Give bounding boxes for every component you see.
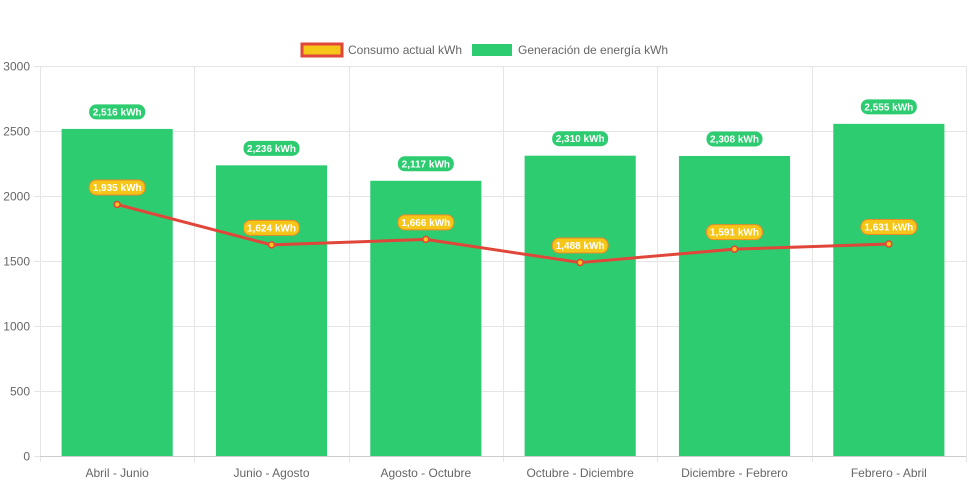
line-value-label: 1,591 kWh: [710, 228, 759, 239]
line-value-label: 1,624 kWh: [247, 223, 296, 234]
line-value-label: 1,631 kWh: [864, 222, 913, 233]
line-value-label: 1,935 kWh: [93, 183, 142, 194]
line-value-label-bg: [860, 218, 918, 235]
x-tick-label: Diciembre - Febrero: [681, 466, 788, 480]
bar-value-label-bg: [397, 156, 454, 172]
bar-generacion: [215, 165, 328, 456]
x-tick-label: Octubre - Diciembre: [526, 466, 634, 480]
y-tick-label: 3000: [3, 60, 30, 74]
line-value-label-bg: [551, 237, 609, 254]
bar-value-label-bg: [860, 99, 917, 115]
y-tick-label: 2500: [3, 125, 30, 139]
point-consumo: [885, 240, 893, 248]
bar-value-label: 2,516 kWh: [93, 107, 142, 118]
legend-swatch-consumo: [300, 42, 344, 58]
x-tick-label: Abril - Junio: [85, 466, 149, 480]
line-value-label: 1,488 kWh: [556, 241, 605, 252]
point-consumo: [422, 235, 430, 244]
line-value-label-bg: [706, 224, 763, 241]
line-value-label-bg: [397, 214, 455, 231]
line-value-label: 1,666 kWh: [401, 218, 450, 229]
x-tick-label: Febrero - Abril: [851, 466, 927, 480]
y-tick-label: 2000: [3, 190, 30, 204]
bar-series: [61, 123, 945, 457]
point-consumo: [730, 245, 739, 253]
bar-value-label: 2,117 kWh: [402, 159, 450, 170]
y-tick-label: 0: [23, 450, 30, 464]
axes: 0 500 1000 1500 2000 2500 3000 Abril - Junio Jun…: [3, 60, 966, 480]
legend-label-consumo: Consumo actual kWh: [348, 43, 462, 57]
bar-value-label-bg: [243, 140, 300, 156]
data-labels: 2,516 kWh 2,236 kWh 2,117 kWh 2,310 kWh 2,30…: [88, 99, 918, 254]
bar-generacion: [833, 123, 945, 456]
point-consumo: [267, 241, 276, 249]
line-series: [113, 200, 893, 267]
point-consumo: [113, 200, 121, 209]
legend-swatch-generacion: [472, 44, 512, 56]
y-tick-label: 1000: [3, 320, 30, 334]
bar-generacion: [524, 155, 636, 456]
bar-value-label: 2,236 kWh: [247, 144, 296, 155]
x-tick-label: Agosto - Octubre: [380, 466, 471, 480]
grid-lines: [34, 66, 967, 462]
bar-value-label-bg: [552, 131, 609, 147]
bar-generacion: [678, 155, 791, 456]
bar-value-label: 2,555 kWh: [864, 102, 913, 113]
x-tick-label: Junio - Agosto: [233, 466, 309, 480]
line-value-label-bg: [243, 219, 300, 236]
bar-value-label-bg: [706, 131, 763, 147]
bar-value-label: 2,308 kWh: [710, 134, 759, 145]
bar-value-label-bg: [89, 104, 146, 120]
line-value-label-bg: [88, 179, 146, 196]
bar-generacion: [61, 128, 173, 457]
legend-label-generacion: Generación de energía kWh: [518, 43, 668, 57]
y-tick-label: 500: [10, 385, 30, 399]
bar-value-label: 2,310 kWh: [556, 134, 605, 145]
legend: Consumo actual kWh Generación de energía …: [300, 42, 668, 58]
y-tick-label: 1500: [3, 255, 30, 269]
line-consumo: [116, 202, 889, 265]
point-consumo: [576, 258, 584, 267]
